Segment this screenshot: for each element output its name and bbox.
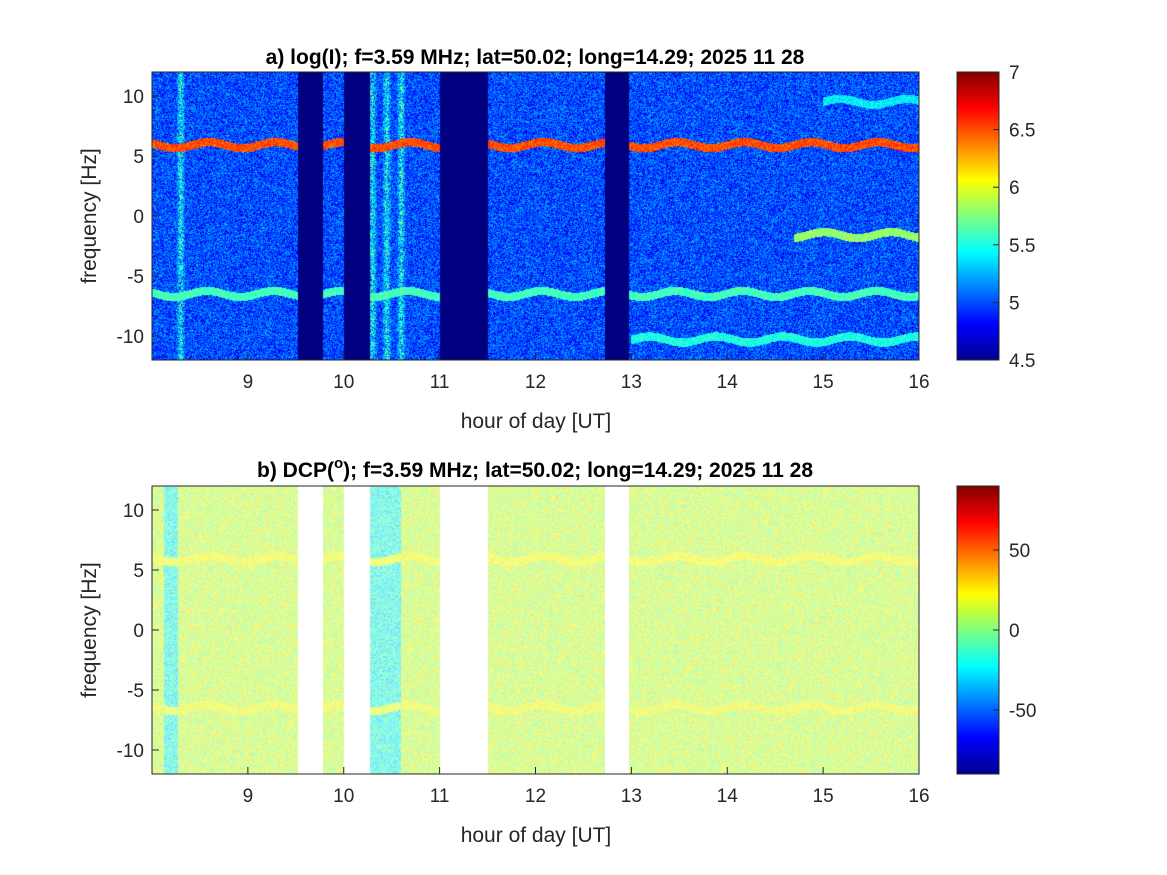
panel-b-title-prefix: b) DCP( [257,459,334,482]
panel-a-xtick-label: 15 [813,372,834,393]
panel-b-ytick-label: -10 [117,741,144,762]
panel-a-xtick-label: 11 [430,372,450,393]
panel-a-colorbar-tick-label: 5.5 [1009,236,1035,257]
panel-b-ytick-label: 0 [133,621,144,642]
panel-b-colorbar-tick-label: -50 [1009,701,1036,722]
panel-a-ytick-label: 10 [123,87,144,108]
panel-a-title: a) log(I); f=3.59 MHz; lat=50.02; long=1… [266,46,805,69]
panel-a-xtick-label: 12 [525,372,546,393]
panel-a: a) log(I); f=3.59 MHz; lat=50.02; long=1… [78,46,1035,433]
panel-b-xtick-label: 11 [430,786,450,807]
panel-b-title-suffix: ); f=3.59 MHz; lat=50.02; long=14.29; 20… [343,459,813,482]
panel-b: b) DCP(o); f=3.59 MHz; lat=50.02; long=1… [78,455,1036,847]
panel-b-xtick-label: 16 [908,786,929,807]
panel-a-ytick-label: -5 [127,267,144,288]
panel-b-xtick-label: 9 [243,786,254,807]
panel-a-xlabel: hour of day [UT] [461,410,612,433]
panel-a-colorbar-tick-label: 5 [1009,293,1020,314]
panel-a-ytick-label: 0 [133,207,144,228]
panel-a-xtick-label: 16 [908,372,929,393]
panel-a-ytick-label: 5 [133,147,144,168]
panel-b-colorbar-ticks: -50 0 50 [993,541,1036,722]
panel-a-colorbar-ticks: 4.5 5 5.5 6 6.5 7 [993,63,1035,372]
panel-b-xtick-label: 10 [333,786,354,807]
panel-a-ytick-label: -10 [117,327,144,348]
panel-b-xtick-label: 13 [621,786,642,807]
panel-b-xtick-label: 15 [813,786,834,807]
panel-b-colorbar-tick-label: 50 [1009,541,1030,562]
panel-b-xtick-label: 12 [525,786,546,807]
panel-a-colorbar-tick-label: 7 [1009,63,1020,84]
panel-b-ytick-label: 5 [133,561,144,582]
panel-a-colorbar-tick-label: 6 [1009,178,1020,199]
panel-b-axes: 9 10 11 12 13 14 15 16 -10 -5 0 5 10 [117,501,930,807]
panel-a-colorbar-tick-label: 6.5 [1009,121,1035,142]
panel-a-ylabel: frequency [Hz] [78,148,101,283]
panel-b-xtick-label: 14 [717,786,739,807]
panel-a-xtick-label: 13 [621,372,642,393]
panel-b-ylabel: frequency [Hz] [78,562,101,697]
panel-a-xtick-label: 14 [717,372,739,393]
panel-b-colorbar [956,485,1000,775]
panel-b-title-sup: o [334,455,343,472]
panel-a-colorbar [956,71,1000,361]
panel-a-heatmap [152,72,919,360]
panel-b-ytick-label: -5 [127,681,144,702]
panel-b-colorbar-tick-label: 0 [1009,621,1020,642]
panel-b-xlabel: hour of day [UT] [461,824,612,847]
panel-a-axes: 9 10 11 12 13 14 15 16 -10 -5 0 5 10 [117,87,930,393]
panel-b-heatmap [152,486,919,774]
panel-a-colorbar-tick-label: 4.5 [1009,351,1035,372]
panel-b-ytick-label: 10 [123,501,144,522]
panel-b-title: b) DCP(o); f=3.59 MHz; lat=50.02; long=1… [257,455,813,482]
panel-a-xtick-label: 10 [333,372,354,393]
panel-a-xtick-label: 9 [243,372,254,393]
